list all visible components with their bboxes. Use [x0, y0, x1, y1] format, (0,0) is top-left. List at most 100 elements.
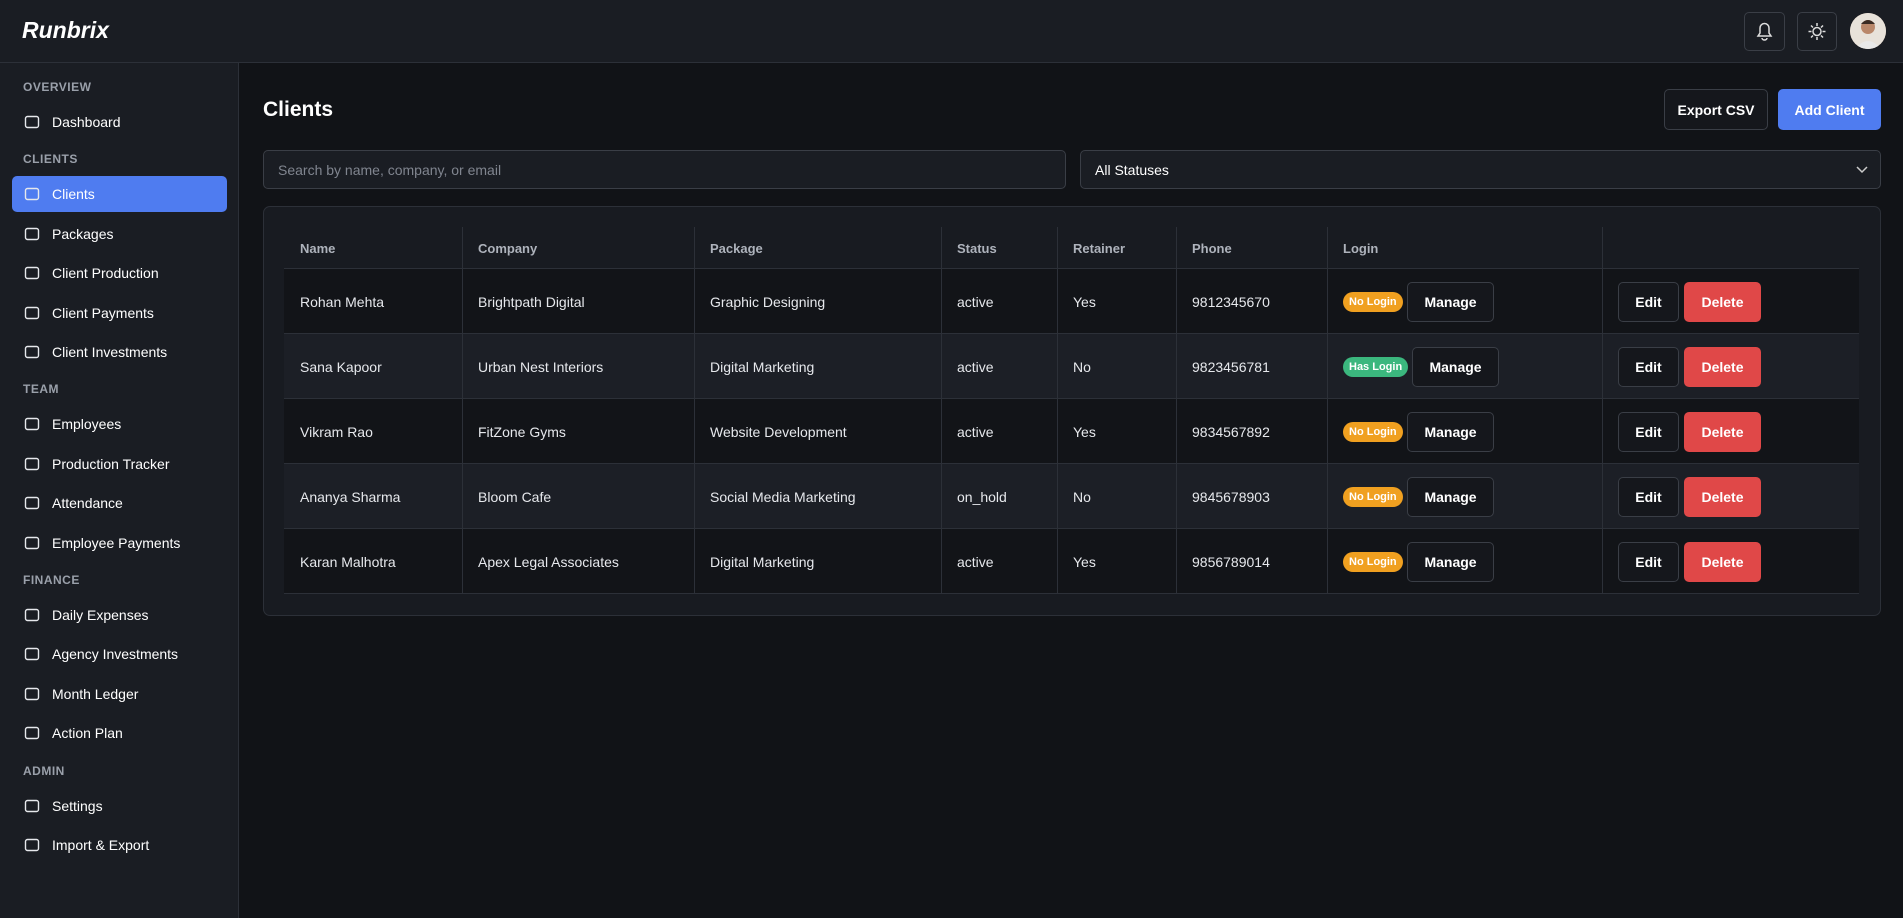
nav-item[interactable]: Employees — [12, 406, 227, 442]
column-header: Status — [957, 240, 997, 256]
nav-item[interactable]: Production Tracker — [12, 446, 227, 482]
avatar[interactable] — [1850, 13, 1886, 49]
nav-label: Dashboard — [52, 114, 121, 130]
status-select[interactable]: All Statuses — [1080, 150, 1881, 189]
notifications-button[interactable] — [1744, 12, 1785, 51]
table-row — [284, 269, 1859, 334]
nav-label: Client Production — [52, 265, 159, 282]
table-row — [284, 399, 1859, 464]
edit-button[interactable]: Edit — [1618, 476, 1679, 517]
export-button[interactable]: Export CSV — [1664, 89, 1768, 130]
table-cell: Vikram Rao — [300, 423, 373, 440]
nav-item[interactable]: Import & Export — [12, 827, 227, 863]
column-header: Name — [300, 240, 336, 256]
theme-button[interactable] — [1797, 12, 1837, 51]
nav-item[interactable]: Packages — [12, 216, 227, 252]
nav-label: Client Investments — [52, 344, 168, 360]
nav-item[interactable]: Attendance — [12, 485, 227, 521]
table-cell: Karan Malhotra — [300, 553, 396, 570]
login-badge: No Login — [1343, 551, 1403, 572]
table-cell: active — [957, 293, 994, 310]
manage-button[interactable]: Manage — [1407, 541, 1494, 582]
column-divider — [462, 227, 463, 594]
table-card: Name Company Package Status Retainer Phone Log… — [263, 206, 1881, 616]
nav-item[interactable]: Dashboard — [12, 104, 227, 140]
nav-icon — [24, 648, 40, 661]
delete-button[interactable]: Delete — [1684, 411, 1761, 452]
table-row — [284, 529, 1859, 594]
column-header: Company — [478, 240, 538, 256]
manage-button[interactable]: Manage — [1412, 346, 1499, 387]
delete-button[interactable]: Delete — [1684, 346, 1761, 387]
avatar-image — [1850, 13, 1886, 49]
section-title: ADMIN — [23, 763, 65, 778]
logo[interactable]: Runbrix — [22, 17, 109, 43]
nav-icon — [24, 687, 40, 700]
nav-label: Agency Investments — [52, 646, 179, 663]
sidebar: OVERVIEW Dashboard CLIENTS Clients Packages C… — [0, 63, 239, 918]
nav-icon — [24, 608, 40, 622]
nav-item[interactable]: Settings — [12, 788, 227, 824]
table-row — [284, 334, 1859, 399]
table-cell: Graphic Designing — [710, 293, 826, 310]
nav-item[interactable]: Action Plan — [12, 715, 227, 751]
table-cell: Bloom Cafe — [478, 488, 552, 505]
table-cell: 9845678903 — [1192, 488, 1270, 505]
manage-button[interactable]: Manage — [1407, 476, 1494, 517]
nav-item[interactable]: Client Payments — [12, 295, 227, 331]
column-header: Login — [1343, 240, 1379, 256]
table-cell: Apex Legal Associates — [478, 553, 619, 570]
table-cell: No — [1073, 358, 1091, 375]
nav-item[interactable]: Agency Investments — [12, 636, 227, 672]
manage-button[interactable]: Manage — [1407, 411, 1494, 452]
nav-item[interactable]: Client Investments — [12, 334, 227, 370]
column-header: Retainer — [1073, 240, 1126, 256]
manage-button[interactable]: Manage — [1407, 281, 1494, 322]
table-cell: 9812345670 — [1192, 293, 1270, 310]
column-divider — [1327, 227, 1328, 594]
table-cell: Digital Marketing — [710, 358, 815, 375]
edit-button[interactable]: Edit — [1618, 281, 1679, 322]
nav-label: Production Tracker — [52, 455, 170, 472]
login-badge: No Login — [1343, 486, 1403, 507]
search-input[interactable]: Search by name, company, or email — [263, 150, 1066, 189]
delete-button[interactable]: Delete — [1684, 541, 1761, 582]
bell-icon — [1756, 22, 1773, 41]
table-cell: Rohan Mehta — [300, 293, 385, 310]
nav-icon — [24, 418, 40, 431]
nav-icon — [24, 496, 40, 510]
table-cell: Yes — [1073, 293, 1096, 310]
edit-button[interactable]: Edit — [1618, 541, 1679, 582]
table-cell: Ananya Sharma — [300, 488, 401, 505]
nav-item[interactable]: Client Production — [12, 255, 227, 291]
nav-item[interactable]: Clients — [12, 176, 227, 213]
page-title: Clients — [263, 98, 334, 121]
edit-button[interactable]: Edit — [1618, 411, 1679, 452]
delete-button[interactable]: Delete — [1684, 476, 1761, 517]
column-divider — [941, 227, 942, 594]
table-cell: Yes — [1073, 423, 1096, 440]
login-badge: No Login — [1343, 291, 1403, 312]
table-cell: Social Media Marketing — [710, 488, 856, 505]
delete-button[interactable]: Delete — [1684, 281, 1761, 322]
nav-icon — [24, 799, 40, 812]
table-cell: Digital Marketing — [710, 553, 815, 570]
edit-button[interactable]: Edit — [1618, 346, 1679, 387]
nav-label: Packages — [52, 225, 114, 242]
nav-icon — [24, 306, 40, 319]
nav-item[interactable]: Employee Payments — [12, 525, 227, 561]
table-cell: active — [957, 553, 994, 570]
table-cell: active — [957, 423, 994, 440]
login-badge: Has Login — [1343, 356, 1409, 377]
section-title: CLIENTS — [23, 152, 78, 167]
nav-item[interactable]: Month Ledger — [12, 676, 227, 712]
nav-label: Settings — [52, 797, 103, 814]
nav-label: Action Plan — [52, 725, 123, 742]
sun-icon — [1808, 23, 1826, 40]
nav-label: Clients — [52, 186, 95, 203]
add-client-button[interactable]: Add Client — [1778, 89, 1881, 130]
nav-icon — [24, 726, 40, 740]
table-cell: No — [1073, 488, 1091, 505]
nav-item[interactable]: Daily Expenses — [12, 597, 227, 633]
nav-label: Month Ledger — [52, 685, 139, 702]
